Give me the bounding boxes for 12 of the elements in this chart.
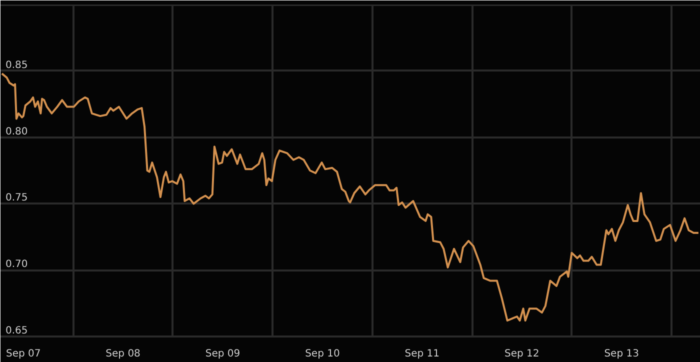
x-tick-label: Sep 10 xyxy=(305,348,340,360)
y-tick-label: 0.70 xyxy=(6,259,28,270)
y-tick-label: 0.80 xyxy=(6,126,28,138)
x-tick-label: Sep 13 xyxy=(604,348,639,360)
x-tick-label: Sep 07 xyxy=(6,348,41,360)
y-tick-label: 0.75 xyxy=(6,192,28,204)
x-tick-label: Sep 09 xyxy=(205,348,240,360)
y-tick-label: 0.85 xyxy=(6,60,28,71)
x-tick-label: Sep 08 xyxy=(106,348,140,360)
x-tick-label: Sep 12 xyxy=(504,348,540,360)
y-tick-label: 0.65 xyxy=(6,326,28,336)
x-tick-label: Sep 11 xyxy=(404,348,440,360)
